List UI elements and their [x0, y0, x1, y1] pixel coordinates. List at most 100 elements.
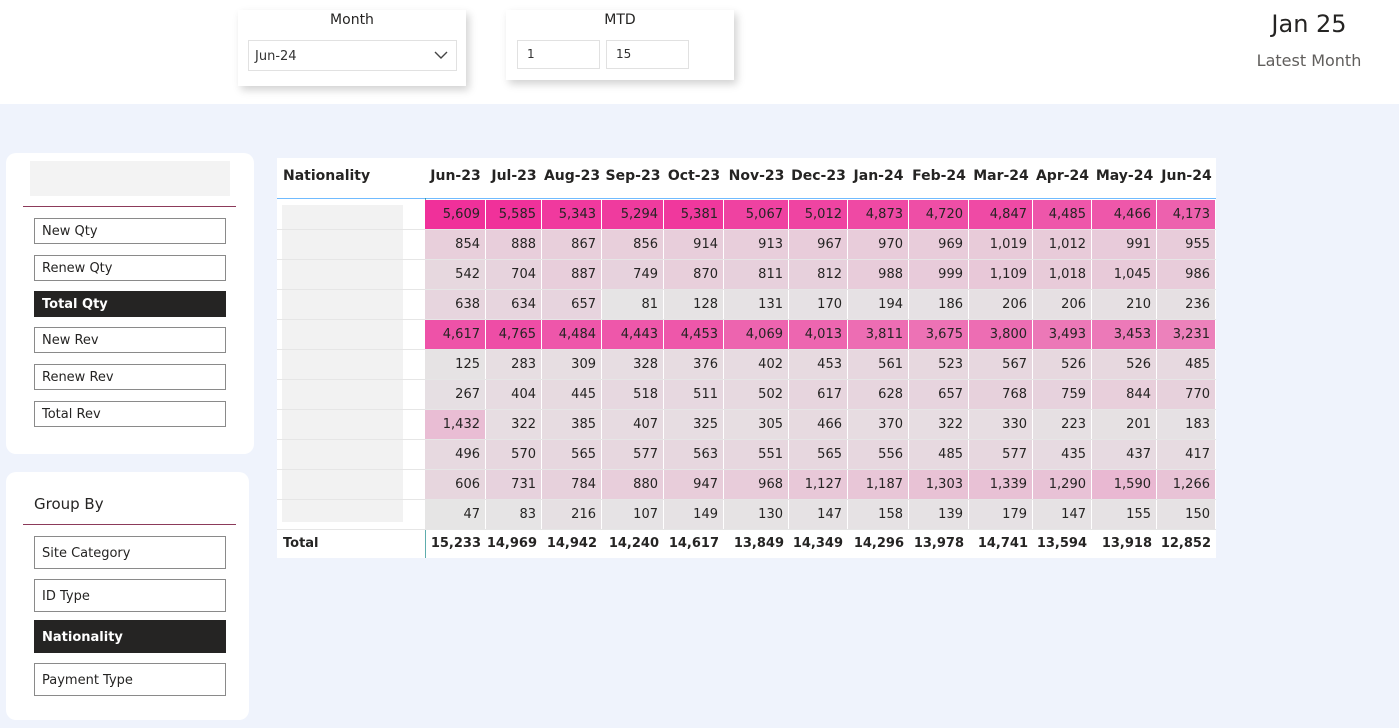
matrix-cell: 768 [969, 380, 1032, 409]
column-header-nov-23[interactable]: Nov-23 [728, 168, 785, 184]
column-header-dec-23[interactable]: Dec-23 [791, 168, 846, 184]
measure-button-renew-rev[interactable]: Renew Rev [34, 364, 226, 390]
matrix-cell: 5,381 [664, 200, 723, 229]
matrix-cell: 887 [542, 260, 601, 289]
matrix-cell: 854 [425, 230, 485, 259]
matrix-cell: 149 [664, 500, 723, 529]
row-separator [277, 319, 1216, 320]
row-header[interactable]: Nationality [283, 168, 371, 184]
total-label: Total [283, 536, 319, 551]
row-separator [277, 349, 1216, 350]
mtd-slicer-title: MTD [604, 12, 636, 28]
matrix-cell: 856 [602, 230, 663, 259]
measure-button-new-rev[interactable]: New Rev [34, 327, 226, 353]
nationality-matrix: Total Nationality Jun-23 Jul-23 Aug-23 Sep-2… [277, 158, 1216, 558]
matrix-cell: 267 [425, 380, 485, 409]
matrix-cell: 5,343 [542, 200, 601, 229]
matrix-cell: 223 [1033, 410, 1091, 439]
total-cell: 14,942 [546, 536, 597, 551]
month-slicer-title: Month [330, 12, 374, 28]
group-by-button-id-type[interactable]: ID Type [34, 579, 226, 612]
matrix-cell: 969 [909, 230, 968, 259]
measure-button-total-qty[interactable]: Total Qty [34, 291, 226, 317]
column-header-aug-23[interactable]: Aug-23 [543, 168, 601, 184]
matrix-cell: 1,303 [909, 470, 968, 499]
matrix-cell: 617 [789, 380, 847, 409]
matrix-cell: 542 [425, 260, 485, 289]
group-by-button-site-category[interactable]: Site Category [34, 536, 226, 569]
row-separator [277, 379, 1216, 380]
matrix-cell: 485 [1157, 350, 1215, 379]
mtd-from-input[interactable]: 1 [517, 40, 600, 69]
matrix-cell: 485 [909, 440, 968, 469]
matrix-cell: 634 [486, 290, 541, 319]
row-separator [277, 469, 1216, 470]
column-header-feb-24[interactable]: Feb-24 [912, 168, 966, 184]
matrix-cell: 570 [486, 440, 541, 469]
measure-button-renew-qty[interactable]: Renew Qty [34, 255, 226, 281]
matrix-cell: 435 [1033, 440, 1091, 469]
matrix-cell: 305 [724, 410, 788, 439]
measure-button-total-rev[interactable]: Total Rev [34, 401, 226, 427]
column-header-jul-23[interactable]: Jul-23 [491, 168, 537, 184]
matrix-cell: 155 [1092, 500, 1156, 529]
column-header-may-24[interactable]: May-24 [1095, 168, 1154, 184]
matrix-cell: 186 [909, 290, 968, 319]
matrix-cell: 322 [909, 410, 968, 439]
matrix-cell: 5,067 [724, 200, 788, 229]
matrix-cell: 551 [724, 440, 788, 469]
matrix-cell: 445 [542, 380, 601, 409]
column-header-oct-23[interactable]: Oct-23 [667, 168, 721, 184]
matrix-cell: 1,018 [1033, 260, 1091, 289]
matrix-cell: 322 [486, 410, 541, 439]
matrix-cell: 4,847 [969, 200, 1032, 229]
matrix-cell: 968 [724, 470, 788, 499]
column-header-jan-24[interactable]: Jan-24 [853, 168, 904, 184]
matrix-cell: 577 [602, 440, 663, 469]
column-header-jun-24[interactable]: Jun-24 [1161, 168, 1212, 184]
column-header-mar-24[interactable]: Mar-24 [973, 168, 1029, 184]
matrix-cell: 606 [425, 470, 485, 499]
total-cell: 12,852 [1160, 536, 1211, 551]
group-by-divider [23, 524, 236, 525]
matrix-cell: 844 [1092, 380, 1156, 409]
matrix-cell: 556 [848, 440, 908, 469]
matrix-cell: 330 [969, 410, 1032, 439]
latest-month-label: Latest Month [1256, 51, 1362, 70]
mtd-to-input[interactable]: 15 [606, 40, 689, 69]
matrix-cell: 194 [848, 290, 908, 319]
matrix-cell: 130 [724, 500, 788, 529]
matrix-cell: 523 [909, 350, 968, 379]
matrix-cell: 1,109 [969, 260, 1032, 289]
group-by-button-payment-type[interactable]: Payment Type [34, 663, 226, 696]
matrix-cell: 4,617 [425, 320, 485, 349]
matrix-cell: 784 [542, 470, 601, 499]
month-dropdown-value: Jun-24 [255, 49, 297, 64]
group-by-button-nationality[interactable]: Nationality [34, 620, 226, 653]
matrix-cell: 991 [1092, 230, 1156, 259]
matrix-cell: 3,493 [1033, 320, 1091, 349]
matrix-cell: 83 [486, 500, 541, 529]
matrix-cell: 812 [789, 260, 847, 289]
matrix-cell: 107 [602, 500, 663, 529]
matrix-cell: 4,069 [724, 320, 788, 349]
column-header-apr-24[interactable]: Apr-24 [1035, 168, 1090, 184]
column-header-jun-23[interactable]: Jun-23 [430, 168, 481, 184]
matrix-cell: 201 [1092, 410, 1156, 439]
matrix-cell: 147 [1033, 500, 1091, 529]
matrix-cell: 376 [664, 350, 723, 379]
column-header-sep-23[interactable]: Sep-23 [605, 168, 661, 184]
group-by-title: Group By [34, 495, 104, 513]
nationality-names-column [282, 205, 403, 522]
total-cell: 14,349 [792, 536, 843, 551]
matrix-cell: 216 [542, 500, 601, 529]
matrix-cell: 518 [602, 380, 663, 409]
matrix-cell: 466 [789, 410, 847, 439]
matrix-cell: 437 [1092, 440, 1156, 469]
month-dropdown[interactable]: Jun-24 [248, 40, 457, 71]
total-cell: 15,233 [430, 536, 481, 551]
total-cell: 13,918 [1101, 536, 1152, 551]
matrix-cell: 131 [724, 290, 788, 319]
measure-button-new-qty[interactable]: New Qty [34, 218, 226, 244]
matrix-cell: 565 [542, 440, 601, 469]
